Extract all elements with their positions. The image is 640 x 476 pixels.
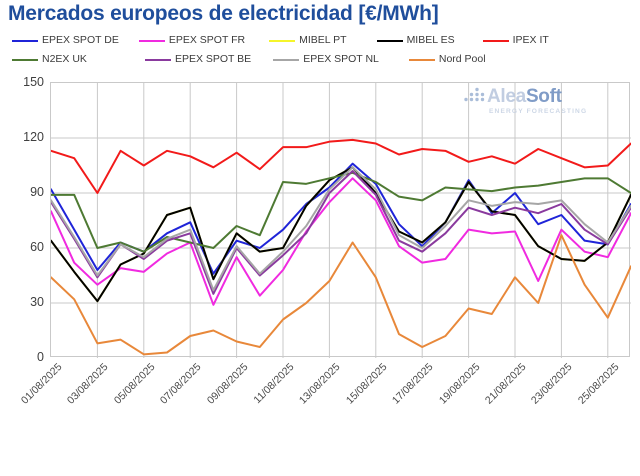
legend-item-epex-spot-fr[interactable]: EPEX SPOT FR (138, 34, 246, 47)
legend-label: MIBEL PT (299, 34, 347, 47)
legend-swatch-icon (144, 58, 171, 61)
legend-swatch-icon (269, 39, 296, 42)
legend-swatch-icon (408, 58, 435, 61)
y-tick-label: 30 (30, 295, 44, 309)
legend-swatch-icon (12, 39, 38, 42)
legend-swatch-icon (138, 39, 165, 42)
series-line-epex-spot-fr (51, 177, 631, 306)
legend-item-ipex-it[interactable]: IPEX IT (482, 34, 549, 47)
y-tick-label: 90 (30, 185, 44, 199)
legend-label: EPEX SPOT FR (168, 34, 246, 47)
x-axis: 01/08/2025 03/08/2025 05/08/2025 07/08/2025… (0, 357, 640, 446)
series-line-epex-spot-nl (51, 166, 631, 292)
y-axis: 0 30 60 90 120 150 (0, 0, 44, 446)
legend-swatch-icon (376, 39, 403, 42)
legend-item-n2ex-uk[interactable]: N2EX UK (12, 54, 87, 65)
page-title: Mercados europeos de electricidad [€/MWh… (8, 2, 439, 25)
legend-item-mibel-pt[interactable]: MIBEL PT (269, 34, 347, 47)
legend-label: N2EX UK (42, 53, 87, 66)
chart-root: Mercados europeos de electricidad [€/MWh… (0, 0, 640, 446)
series-line-epex-spot-be (51, 170, 631, 295)
legend-label: IPEX IT (512, 34, 549, 47)
legend-item-epex-spot-nl[interactable]: EPEX SPOT NL (273, 54, 379, 65)
plot-area (50, 82, 631, 358)
legend-item-nord-pool[interactable]: Nord Pool (408, 53, 486, 66)
legend-label: EPEX SPOT NL (303, 53, 379, 66)
y-tick-label: 120 (23, 130, 44, 144)
y-tick-label: 0 (37, 350, 44, 364)
y-tick-label: 150 (23, 75, 44, 89)
legend-label: EPEX SPOT BE (174, 53, 252, 66)
legend-swatch-icon (482, 39, 509, 42)
series-line-nord-pool (51, 234, 631, 356)
series-line-ipex-it (51, 138, 631, 194)
legend-label: EPEX SPOT DE (42, 34, 119, 47)
series-line-mibel-es (51, 166, 631, 303)
chart-legend: EPEX SPOT DE EPEX SPOT FR MIBEL PT MIBEL ES… (12, 31, 636, 69)
series-line-mibel-pt (51, 166, 631, 303)
y-tick-label: 60 (30, 240, 44, 254)
series-canvas (51, 83, 631, 358)
legend-item-epex-spot-be[interactable]: EPEX SPOT BE (144, 53, 252, 66)
legend-label: MIBEL ES (406, 34, 455, 47)
legend-swatch-icon (273, 58, 300, 61)
series-line-n2ex-uk (51, 171, 631, 253)
legend-item-mibel-es[interactable]: MIBEL ES (376, 34, 455, 47)
legend-label: Nord Pool (438, 53, 486, 66)
legend-item-epex-spot-de[interactable]: EPEX SPOT DE (12, 35, 119, 46)
legend-row-2: N2EX UK EPEX SPOT BE EPEX SPOT NL Nord Pool (12, 50, 636, 69)
legend-swatch-icon (12, 58, 38, 61)
legend-row-1: EPEX SPOT DE EPEX SPOT FR MIBEL PT MIBEL ES… (12, 31, 636, 50)
